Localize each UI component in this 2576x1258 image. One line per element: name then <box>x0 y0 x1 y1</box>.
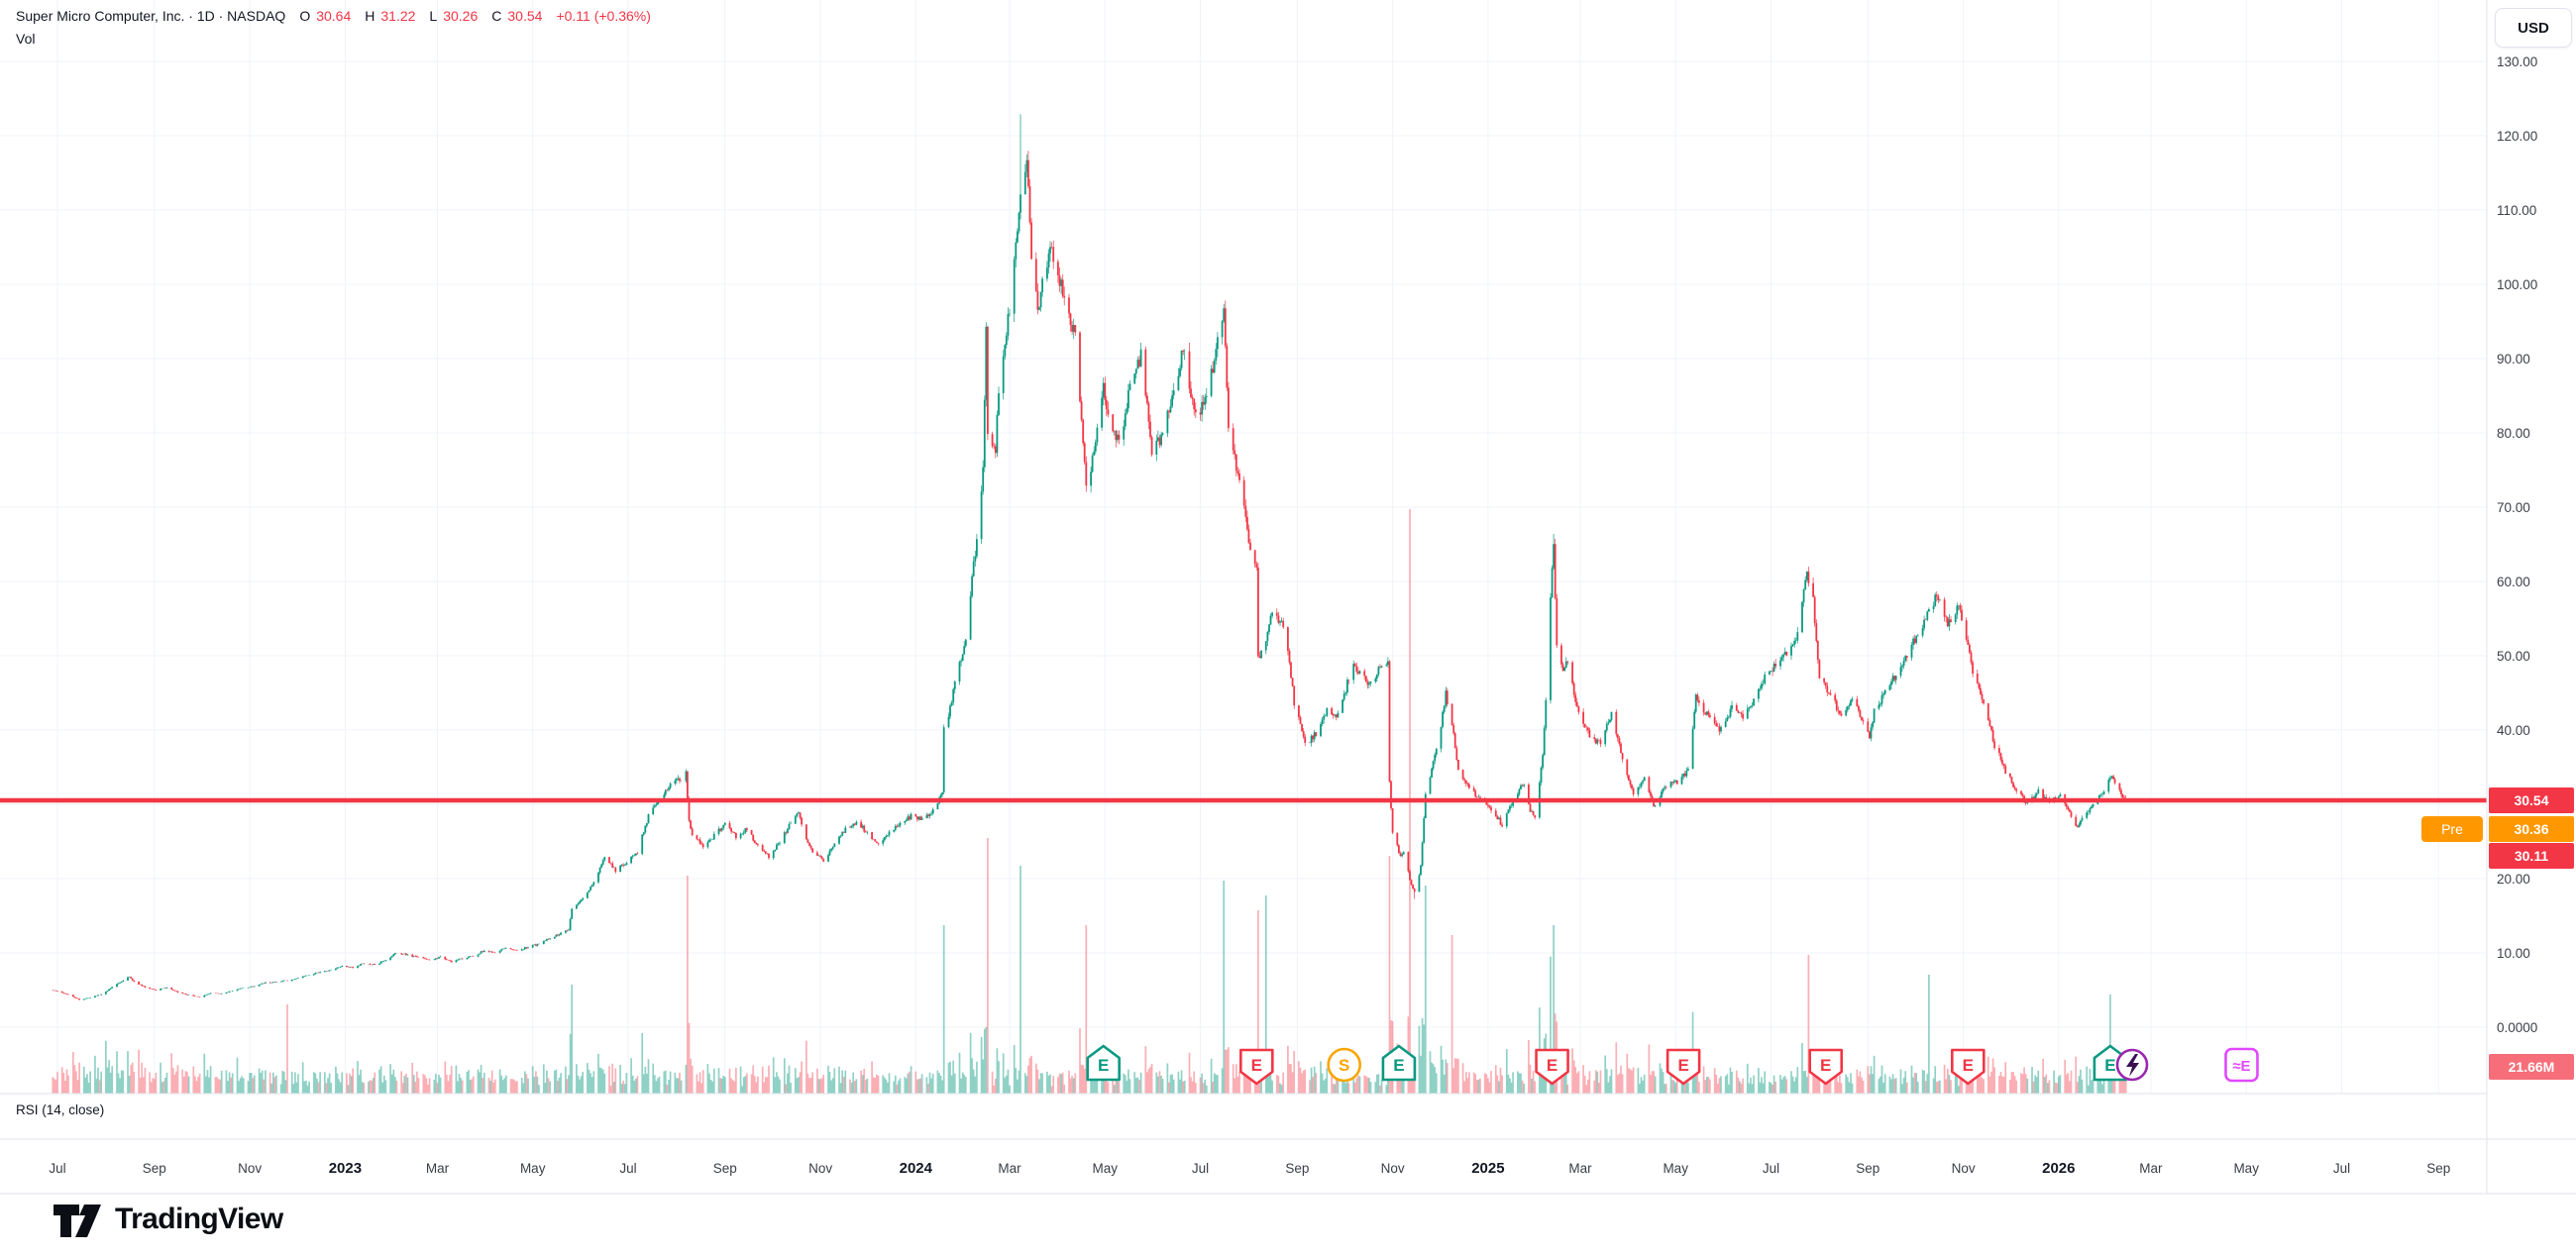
time-tick-label[interactable]: May <box>2233 1161 2259 1176</box>
price-tick-label[interactable]: 120.00 <box>2497 129 2537 144</box>
symbol-legend[interactable]: Super Micro Computer, Inc. · 1D · NASDAQ… <box>16 8 651 47</box>
earnings-future-icon[interactable]: ≈E <box>2224 1047 2259 1083</box>
svg-text:S: S <box>1339 1056 1349 1075</box>
split-icon[interactable]: S <box>1327 1047 1361 1083</box>
time-tick-label[interactable]: Mar <box>2139 1161 2163 1176</box>
price-tick-label[interactable]: 70.00 <box>2497 500 2530 515</box>
price-tick-label[interactable]: 10.00 <box>2497 946 2530 961</box>
time-tick-label[interactable]: Mar <box>1568 1161 1592 1176</box>
svg-text:E: E <box>1098 1056 1109 1075</box>
price-tick-label[interactable]: 60.00 <box>2497 575 2530 589</box>
time-axis-labels[interactable]: Jul Sep Nov 2023 Mar May Jul Sep Nov 2024 Mar May Ju… <box>49 1160 2450 1177</box>
low-value: 30.26 <box>443 8 479 24</box>
earnings-down-icon[interactable]: E <box>1239 1048 1274 1086</box>
open-label: O <box>299 8 311 24</box>
price-axis-labels[interactable]: 130.00 120.00 110.00 100.00 90.00 80.00 70.00 6… <box>2497 54 2537 1035</box>
change-value: +0.11 (+0.36%) <box>556 8 651 24</box>
price-tick-label[interactable]: 50.00 <box>2497 649 2530 664</box>
svg-text:E: E <box>1547 1056 1557 1075</box>
time-tick-label[interactable]: May <box>1663 1161 1688 1176</box>
time-tick-label[interactable]: Mar <box>426 1161 450 1176</box>
time-tick-label[interactable]: Sep <box>2426 1161 2450 1176</box>
bolt-icon[interactable] <box>2115 1048 2149 1082</box>
time-tick-label[interactable]: Jul <box>2333 1161 2350 1176</box>
high-value: 31.22 <box>380 8 416 24</box>
premarket-price-badge: 30.36 <box>2489 816 2574 842</box>
time-tick-label[interactable]: Nov <box>808 1161 832 1176</box>
price-tick-label[interactable]: 40.00 <box>2497 723 2530 738</box>
candlestick-series <box>52 114 2127 1000</box>
volume-legend[interactable]: Vol <box>16 31 36 47</box>
tradingview-logo-icon <box>54 1205 101 1237</box>
time-tick-label[interactable]: 2024 <box>900 1160 933 1177</box>
time-tick-label[interactable]: Sep <box>1856 1161 1879 1176</box>
pane-separators <box>0 0 2576 1195</box>
event-markers: E E S E E E E E E ≈E <box>1086 1044 2259 1086</box>
price-tick-label[interactable]: 100.00 <box>2497 277 2537 292</box>
svg-text:E: E <box>1963 1056 1974 1075</box>
tradingview-brand[interactable]: TradingView <box>52 1201 283 1238</box>
price-tick-label[interactable]: 90.00 <box>2497 352 2530 367</box>
rsi-indicator-label[interactable]: RSI (14, close) <box>16 1102 105 1117</box>
volume-value-badge: 21.66M <box>2489 1054 2574 1080</box>
close-value: 30.54 <box>507 8 543 24</box>
earnings-down-icon[interactable]: E <box>1665 1048 1701 1086</box>
premarket-chip: Pre <box>2421 816 2483 842</box>
svg-text:≈E: ≈E <box>2232 1058 2250 1075</box>
time-tick-label[interactable]: 2025 <box>1471 1160 1504 1177</box>
time-tick-label[interactable]: Jul <box>619 1161 636 1176</box>
last-price-badge: 30.54 <box>2489 787 2574 813</box>
earnings-down-icon[interactable]: E <box>1808 1048 1844 1086</box>
time-tick-label[interactable]: May <box>1093 1161 1119 1176</box>
time-tick-label[interactable]: Sep <box>713 1161 737 1176</box>
time-tick-label[interactable]: Sep <box>1285 1161 1309 1176</box>
time-tick-label[interactable]: Sep <box>143 1161 166 1176</box>
time-tick-label[interactable]: Jul <box>1192 1161 1209 1176</box>
price-tick-label[interactable]: 130.00 <box>2497 54 2537 69</box>
price-axis-area[interactable] <box>2487 0 2576 1258</box>
svg-text:E: E <box>1251 1056 1262 1075</box>
volume-series <box>52 509 2127 1094</box>
time-tick-label[interactable]: Jul <box>1763 1161 1779 1176</box>
time-tick-label[interactable]: 2023 <box>329 1160 362 1177</box>
open-value: 30.64 <box>316 8 352 24</box>
svg-text:E: E <box>1820 1056 1831 1075</box>
currency-button[interactable]: USD <box>2495 8 2572 48</box>
svg-text:E: E <box>1677 1056 1688 1075</box>
price-tick-label[interactable]: 20.00 <box>2497 872 2530 887</box>
tradingview-logo-text: TradingView <box>115 1203 283 1235</box>
price-tick-label[interactable]: 0.0000 <box>2497 1020 2537 1035</box>
low-label: L <box>429 8 438 24</box>
time-tick-label[interactable]: Jul <box>49 1161 65 1176</box>
close-label: C <box>491 8 502 24</box>
svg-text:E: E <box>2104 1056 2115 1075</box>
price-tick-label[interactable]: 110.00 <box>2497 203 2536 218</box>
time-tick-label[interactable]: Nov <box>1952 1161 1976 1176</box>
price-tick-label[interactable]: 80.00 <box>2497 426 2530 441</box>
high-label: H <box>365 8 376 24</box>
gridlines <box>0 0 2487 1094</box>
svg-text:E: E <box>1393 1056 1404 1075</box>
time-tick-label[interactable]: Mar <box>998 1161 1021 1176</box>
symbol-title[interactable]: Super Micro Computer, Inc. · 1D · NASDAQ <box>16 8 286 24</box>
time-tick-label[interactable]: Nov <box>1381 1161 1405 1176</box>
secondary-price-badge: 30.11 <box>2489 843 2574 869</box>
time-tick-label[interactable]: May <box>520 1161 546 1176</box>
earnings-down-icon[interactable]: E <box>1535 1048 1569 1086</box>
earnings-up-icon[interactable]: E <box>1086 1044 1121 1082</box>
time-tick-label[interactable]: Nov <box>238 1161 262 1176</box>
earnings-down-icon[interactable]: E <box>1951 1048 1986 1086</box>
time-axis-area[interactable] <box>0 1139 2576 1258</box>
earnings-up-icon[interactable]: E <box>1381 1044 1417 1082</box>
time-tick-label[interactable]: 2026 <box>2042 1160 2075 1177</box>
